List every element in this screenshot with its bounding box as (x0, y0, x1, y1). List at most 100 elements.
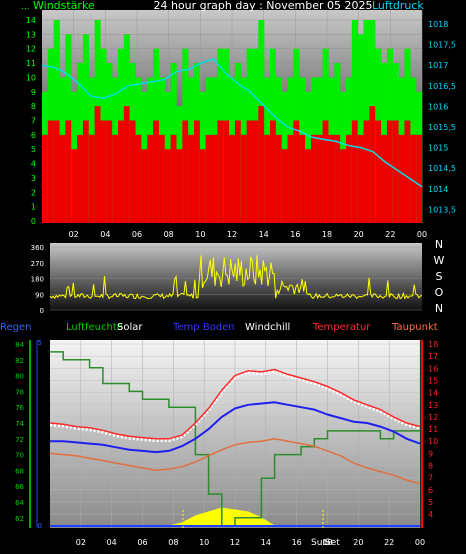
legend-item: Solar (117, 322, 143, 333)
y-right-tick-label: 6 (428, 486, 433, 495)
sunset-label: Set (325, 538, 340, 548)
wind-bar (129, 120, 136, 223)
x-tick-label: 22 (384, 538, 394, 547)
wind-bar (123, 106, 130, 223)
y-tick-label: 84 (15, 341, 24, 349)
legend-item: Windchill (245, 322, 290, 333)
x-tick-label: 06 (132, 230, 142, 239)
panel1-x-tick-labels: 02 04 06 08 10 12 14 16 18 20 22 00 (69, 230, 428, 239)
y-right-tick-label: 17 (428, 352, 438, 361)
wind-bar (252, 120, 259, 223)
y-tick-label: 68 (15, 467, 24, 475)
panel3-x-tick-labels: 02 04 06 08 10 12 14 16 18 20 22 00 (76, 538, 425, 547)
wind-bar (82, 120, 89, 223)
sunrise-label: Sun (311, 538, 328, 548)
luftdruck-label: Luftdruck (372, 0, 424, 12)
legend-item: Taupunkt (391, 322, 438, 333)
y-tick-label: 270 (31, 260, 44, 268)
wind-bar (287, 134, 294, 223)
wind-bar (410, 134, 417, 223)
wind-bar (147, 134, 154, 223)
wind-bar (328, 134, 335, 223)
wind-bar (53, 120, 60, 223)
compass-letter: O (435, 286, 444, 299)
x-tick-label: 04 (107, 538, 117, 547)
wind-bar (211, 134, 218, 223)
wind-bar (310, 134, 317, 223)
wind-bar (199, 149, 206, 223)
y-right-tick-label: 1017 (428, 61, 448, 70)
wind-bar (106, 120, 113, 223)
wind-bar (398, 134, 405, 223)
wind-bar (322, 120, 329, 223)
x-tick-label: 22 (385, 230, 395, 239)
panel3-humidity-tick-labels: 84 82 80 78 76 74 72 70 68 66 64 62 (15, 341, 24, 523)
y-right-tick-label: 10 (428, 437, 438, 446)
wind-bar (153, 120, 160, 223)
wind-bar (264, 134, 271, 223)
y-right-tick-label: 1016,5 (428, 82, 456, 91)
x-tick-label: 10 (199, 538, 209, 547)
x-tick-label: 00 (417, 230, 427, 239)
y-right-tick-label: 9 (428, 449, 433, 458)
y-tick-label: 9 (31, 88, 36, 97)
wind-bar (381, 134, 388, 223)
wind-bar (416, 134, 423, 223)
y-right-tick-label: 4 (428, 510, 433, 519)
x-tick-label: 16 (290, 230, 300, 239)
wind-bar (59, 134, 66, 223)
wind-bar (240, 134, 247, 223)
wind-bar (258, 106, 265, 223)
wind-bar (100, 120, 107, 223)
y-tick-label: 78 (15, 388, 24, 396)
temperatur-line (49, 368, 421, 440)
x-tick-label: 08 (164, 230, 174, 239)
y-tick-label: 0 (31, 217, 36, 226)
wind-bar (223, 120, 230, 223)
y-tick-label: 1 (31, 203, 36, 212)
panel2-tick-labels: 360 270 180 90 0 (31, 244, 44, 315)
wind-bar (234, 120, 241, 223)
wind-bar (205, 134, 212, 223)
y-tick-label: 3 (31, 174, 36, 183)
y-right-tick-label: 1013,5 (428, 205, 456, 214)
wind-bar (299, 134, 306, 223)
wind-bar (112, 134, 119, 223)
y-tick-label: 8 (31, 102, 36, 111)
y-tick-label: 0 (40, 307, 44, 315)
wind-bar (176, 149, 183, 223)
wind-bar (392, 120, 399, 223)
y-tick-label: 180 (31, 276, 44, 284)
y-right-tick-label: 8 (428, 462, 433, 471)
wind-bar (88, 134, 95, 223)
wind-bar (47, 120, 54, 223)
legend-item: Temp Boden (172, 322, 235, 333)
wind-bar (217, 120, 224, 223)
x-tick-label: 02 (76, 538, 86, 547)
y-tick-label: 90 (35, 291, 44, 299)
legend-item: Regen (0, 322, 32, 333)
rain-tick-label: 5 (38, 339, 42, 347)
panel1-wind-bars (42, 20, 423, 224)
wind-bar (293, 120, 300, 223)
x-tick-label: 18 (322, 230, 332, 239)
wind-bar (194, 120, 201, 223)
y-tick-label: 4 (31, 160, 36, 169)
legend-item: Temperatur (312, 322, 371, 333)
legend-item: Luftfeuchte (66, 322, 123, 333)
x-tick-label: 08 (168, 538, 178, 547)
gust-bar (357, 34, 364, 223)
wind-bar (305, 149, 312, 223)
wind-bar (65, 120, 72, 223)
compass-letter: N (435, 238, 443, 251)
y-tick-label: 11 (26, 59, 36, 68)
y-right-tick-label: 13 (428, 401, 438, 410)
y-right-tick-label: 5 (428, 498, 433, 507)
x-tick-label: 14 (259, 230, 269, 239)
wind-bar (375, 120, 382, 223)
y-right-tick-label: 1016 (428, 102, 448, 111)
